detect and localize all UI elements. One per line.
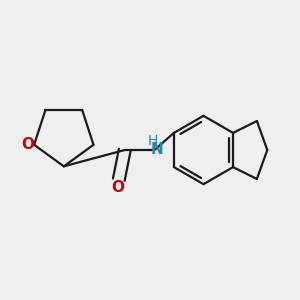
Text: O: O bbox=[21, 137, 34, 152]
Text: N: N bbox=[151, 142, 163, 157]
Text: H: H bbox=[147, 134, 158, 148]
Text: O: O bbox=[111, 180, 124, 195]
